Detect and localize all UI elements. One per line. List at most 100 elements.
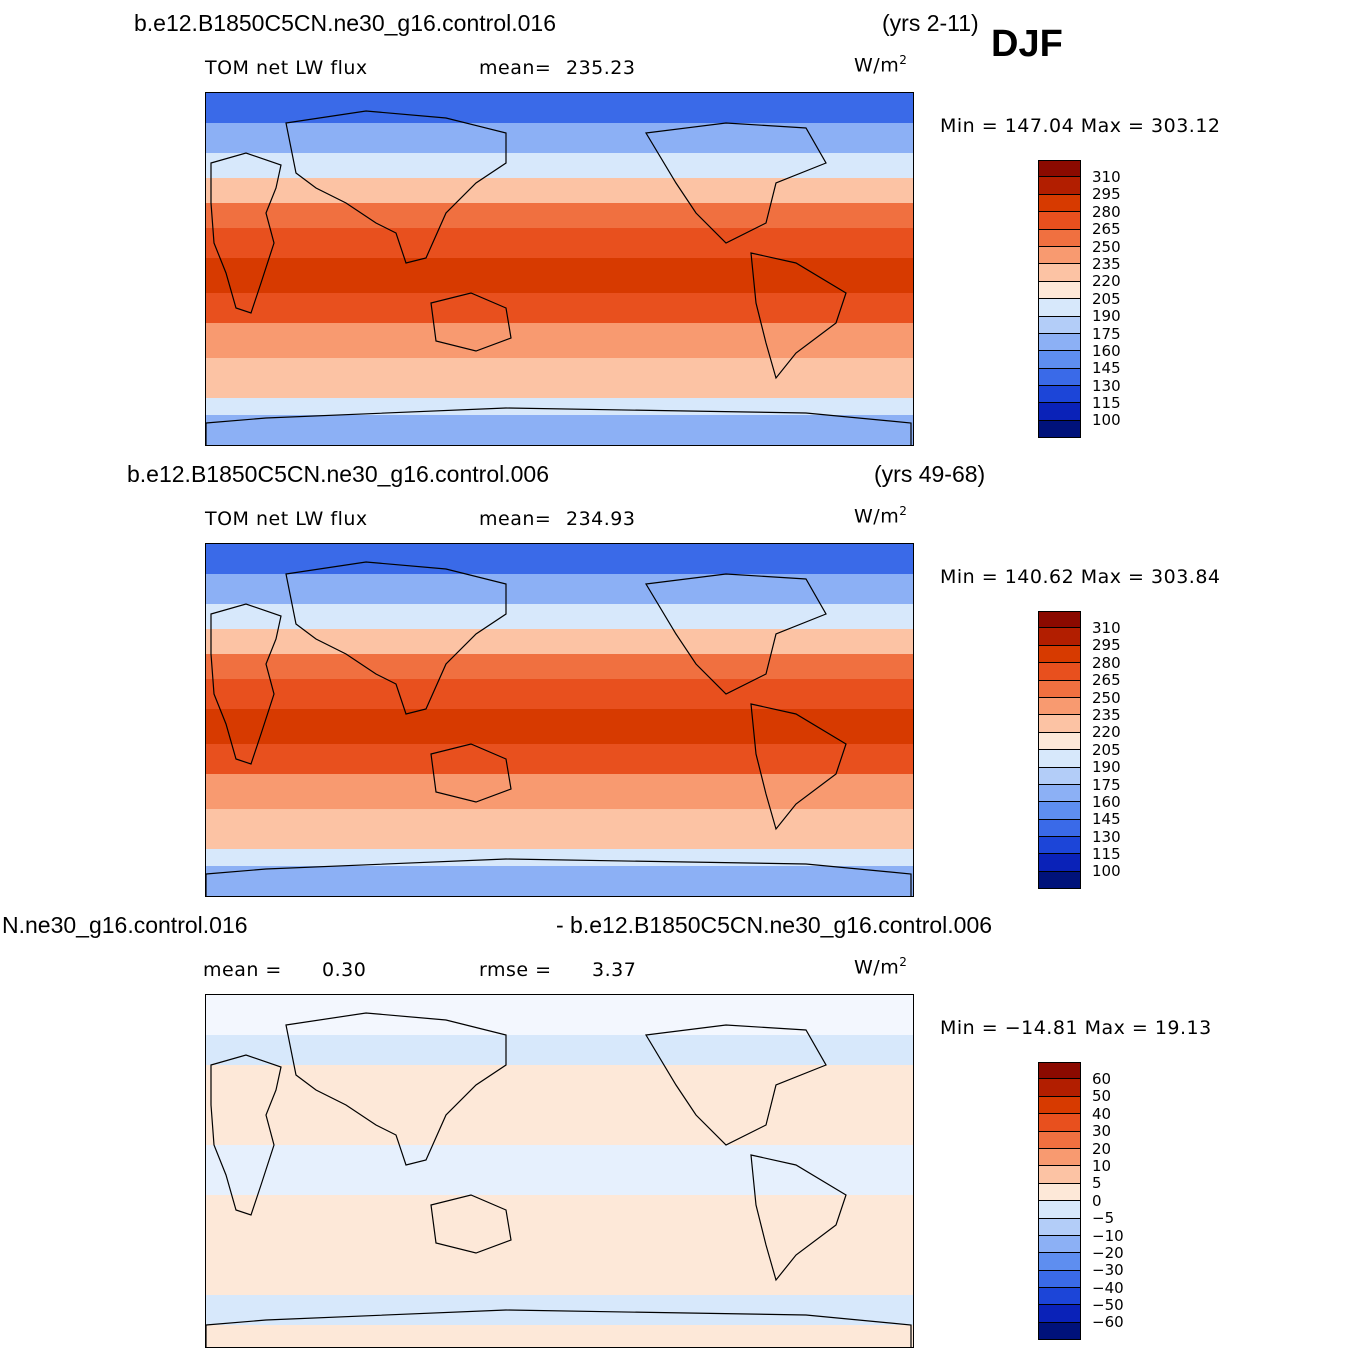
coastline [285, 561, 507, 715]
colorbar-2-swatch [1038, 802, 1081, 820]
colorbar-3-swatch [1038, 1305, 1081, 1323]
colorbar-1-label: 130 [1092, 376, 1121, 395]
colorbar-1-label: 145 [1092, 359, 1121, 378]
map-panel-1 [205, 92, 914, 446]
colorbar-3-label: −20 [1092, 1243, 1124, 1262]
coastline [206, 1309, 912, 1347]
colorbar-2-label: 190 [1092, 758, 1121, 777]
contour-band [206, 849, 913, 866]
panel3-mean-value: 0.30 [322, 959, 367, 981]
colorbar-1-swatch [1038, 212, 1081, 230]
colorbar-1-swatch [1038, 246, 1081, 265]
colorbar-2 [1038, 611, 1081, 890]
coastline [210, 1054, 282, 1216]
contour-band [206, 398, 913, 415]
contour-band [206, 774, 913, 809]
coastline [750, 252, 847, 380]
coastline [645, 122, 827, 244]
colorbar-3-label: −10 [1092, 1226, 1124, 1245]
colorbar-3-swatch [1038, 1114, 1081, 1132]
colorbar-2-swatch [1038, 663, 1081, 681]
contour-band [206, 679, 913, 709]
colorbar-3-label: 0 [1092, 1191, 1102, 1210]
colorbar-1-swatch [1038, 403, 1081, 421]
contour-band [206, 1145, 913, 1195]
colorbar-1-label: 175 [1092, 324, 1121, 343]
colorbar-2-swatch [1038, 871, 1081, 890]
colorbar-1-swatch [1038, 351, 1081, 369]
colorbar-1-swatch [1038, 316, 1081, 334]
colorbar-3-label: 20 [1092, 1139, 1112, 1158]
panel3-units: W/m2 [854, 955, 908, 979]
contour-band [206, 293, 913, 323]
panel1-units: W/m2 [854, 53, 908, 77]
coastline [430, 292, 512, 352]
colorbar-3-label: −40 [1092, 1278, 1124, 1297]
colorbar-3-swatch [1038, 1218, 1081, 1236]
colorbar-3-label: −60 [1092, 1313, 1124, 1332]
colorbar-3-swatch [1038, 1148, 1081, 1167]
colorbar-1-swatch [1038, 281, 1081, 300]
coastline [430, 743, 512, 803]
colorbar-3-swatch [1038, 1288, 1081, 1306]
contour-band [206, 866, 913, 896]
colorbar-3-swatch [1038, 1079, 1081, 1097]
colorbar-2-label: 220 [1092, 723, 1121, 742]
colorbar-2-label: 175 [1092, 775, 1121, 794]
contour-band [206, 258, 913, 293]
colorbar-1-label: 280 [1092, 202, 1121, 221]
contour-band [206, 995, 913, 1035]
colorbar-2-label: 265 [1092, 671, 1121, 690]
coastline [750, 1154, 847, 1282]
contour-band [206, 544, 913, 574]
colorbar-1-swatch [1038, 229, 1081, 247]
coastline [210, 152, 282, 314]
colorbar-3-label: 40 [1092, 1104, 1112, 1123]
case1-years: (yrs 2-11) [882, 10, 979, 36]
contour-band [206, 744, 913, 774]
colorbar-3-label: −5 [1092, 1209, 1115, 1228]
coastline [645, 1024, 827, 1146]
colorbar-1-swatch [1038, 194, 1081, 213]
colorbar-2-swatch [1038, 750, 1081, 768]
contour-band [206, 415, 913, 445]
colorbar-3-swatch [1038, 1322, 1081, 1341]
colorbar-1-swatch [1038, 420, 1081, 439]
colorbar-3-label: 30 [1092, 1122, 1112, 1141]
contour-band [206, 153, 913, 178]
colorbar-3-labels: 60 50 40 30 20 10 5 0 −5 −10 −20 −30 −40 −50 −60 [1092, 1070, 1124, 1332]
colorbar-2-swatch [1038, 680, 1081, 698]
colorbar-2-swatch [1038, 732, 1081, 751]
coastline [206, 407, 912, 445]
colorbar-1-swatch [1038, 264, 1081, 282]
colorbar-1-label: 265 [1092, 220, 1121, 239]
contour-band [206, 93, 913, 123]
panel2-units: W/m2 [854, 504, 908, 528]
colorbar-3-swatch [1038, 1235, 1081, 1254]
colorbar-2-swatch [1038, 628, 1081, 646]
contour-band [206, 203, 913, 228]
panel1-minmax: Min = 147.04 Max = 303.12 [940, 115, 1221, 137]
contour-band [206, 1325, 913, 1347]
colorbar-1-labels: 310 295 280 265 250 235 220 205 190 175 160 145 130 1… [1092, 168, 1121, 430]
contour-band [206, 358, 913, 398]
colorbar-3 [1038, 1062, 1081, 1341]
colorbar-1-label: 310 [1092, 168, 1121, 186]
contour-band [206, 178, 913, 203]
colorbar-2-label: 100 [1092, 862, 1121, 881]
contour-band [206, 228, 913, 258]
panel3-minmax: Min = −14.81 Max = 19.13 [940, 1017, 1212, 1039]
colorbar-3-swatch [1038, 1270, 1081, 1289]
colorbar-1-label: 190 [1092, 307, 1121, 326]
colorbar-2-swatch [1038, 819, 1081, 838]
contour-band [206, 1065, 913, 1145]
contour-band [206, 1195, 913, 1295]
colorbar-3-swatch [1038, 1131, 1081, 1149]
colorbar-1-swatch [1038, 299, 1081, 317]
colorbar-3-label: −50 [1092, 1296, 1124, 1315]
colorbar-1-swatch [1038, 368, 1081, 387]
colorbar-3-swatch [1038, 1201, 1081, 1219]
colorbar-2-swatch [1038, 715, 1081, 733]
panel2-minmax: Min = 140.62 Max = 303.84 [940, 566, 1221, 588]
colorbar-3-label: 60 [1092, 1070, 1112, 1088]
